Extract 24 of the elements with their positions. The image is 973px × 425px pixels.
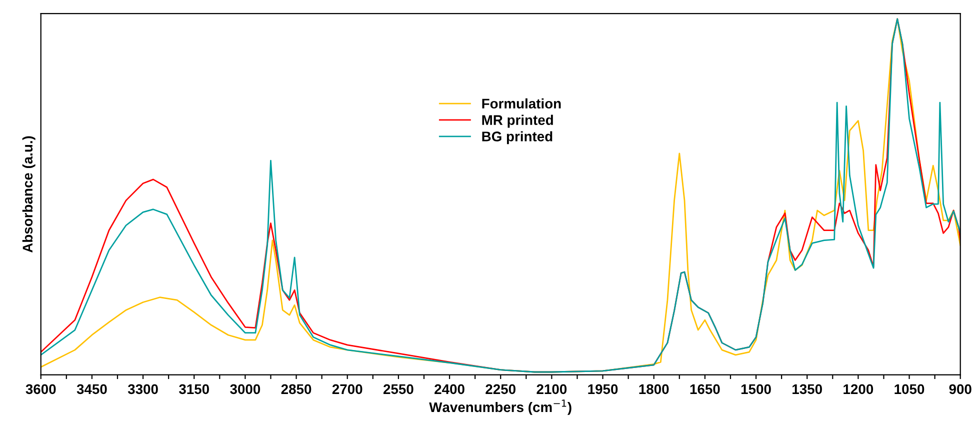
x-tick-label: 3450: [76, 384, 107, 394]
x-tick-label: 2550: [383, 384, 414, 394]
x-tick-label: 2250: [486, 384, 516, 394]
legend-label: BG printed: [482, 131, 552, 144]
legend-label: MR printed: [482, 114, 553, 128]
x-tick-label: 2700: [332, 384, 362, 394]
x-tick-label: 1350: [792, 384, 822, 394]
y-axis-title: Absorbance (a.u.): [22, 136, 36, 253]
x-tick-label: 3600: [26, 384, 56, 394]
x-tick-label: 900: [949, 384, 972, 394]
x-tick-label: 1800: [639, 384, 669, 394]
x-axis-title: Wavenumbers (cm$^{−1}$): [429, 400, 572, 415]
legend-label: Formulation: [482, 98, 561, 109]
x-tick-label: 3000: [230, 384, 260, 394]
x-tick-label: 1950: [588, 384, 618, 394]
x-tick-label: 1650: [690, 384, 720, 394]
x-tick-label: 3300: [128, 384, 158, 394]
x-tick-label: 1050: [894, 384, 924, 394]
x-tick-label: 2850: [281, 384, 312, 394]
x-tick-label: 1200: [844, 384, 874, 394]
x-tick-label: 3150: [178, 384, 209, 394]
x-tick-label: 1500: [741, 384, 771, 394]
x-tick-label: 2400: [434, 384, 464, 394]
x-tick-label: 2100: [536, 384, 567, 394]
